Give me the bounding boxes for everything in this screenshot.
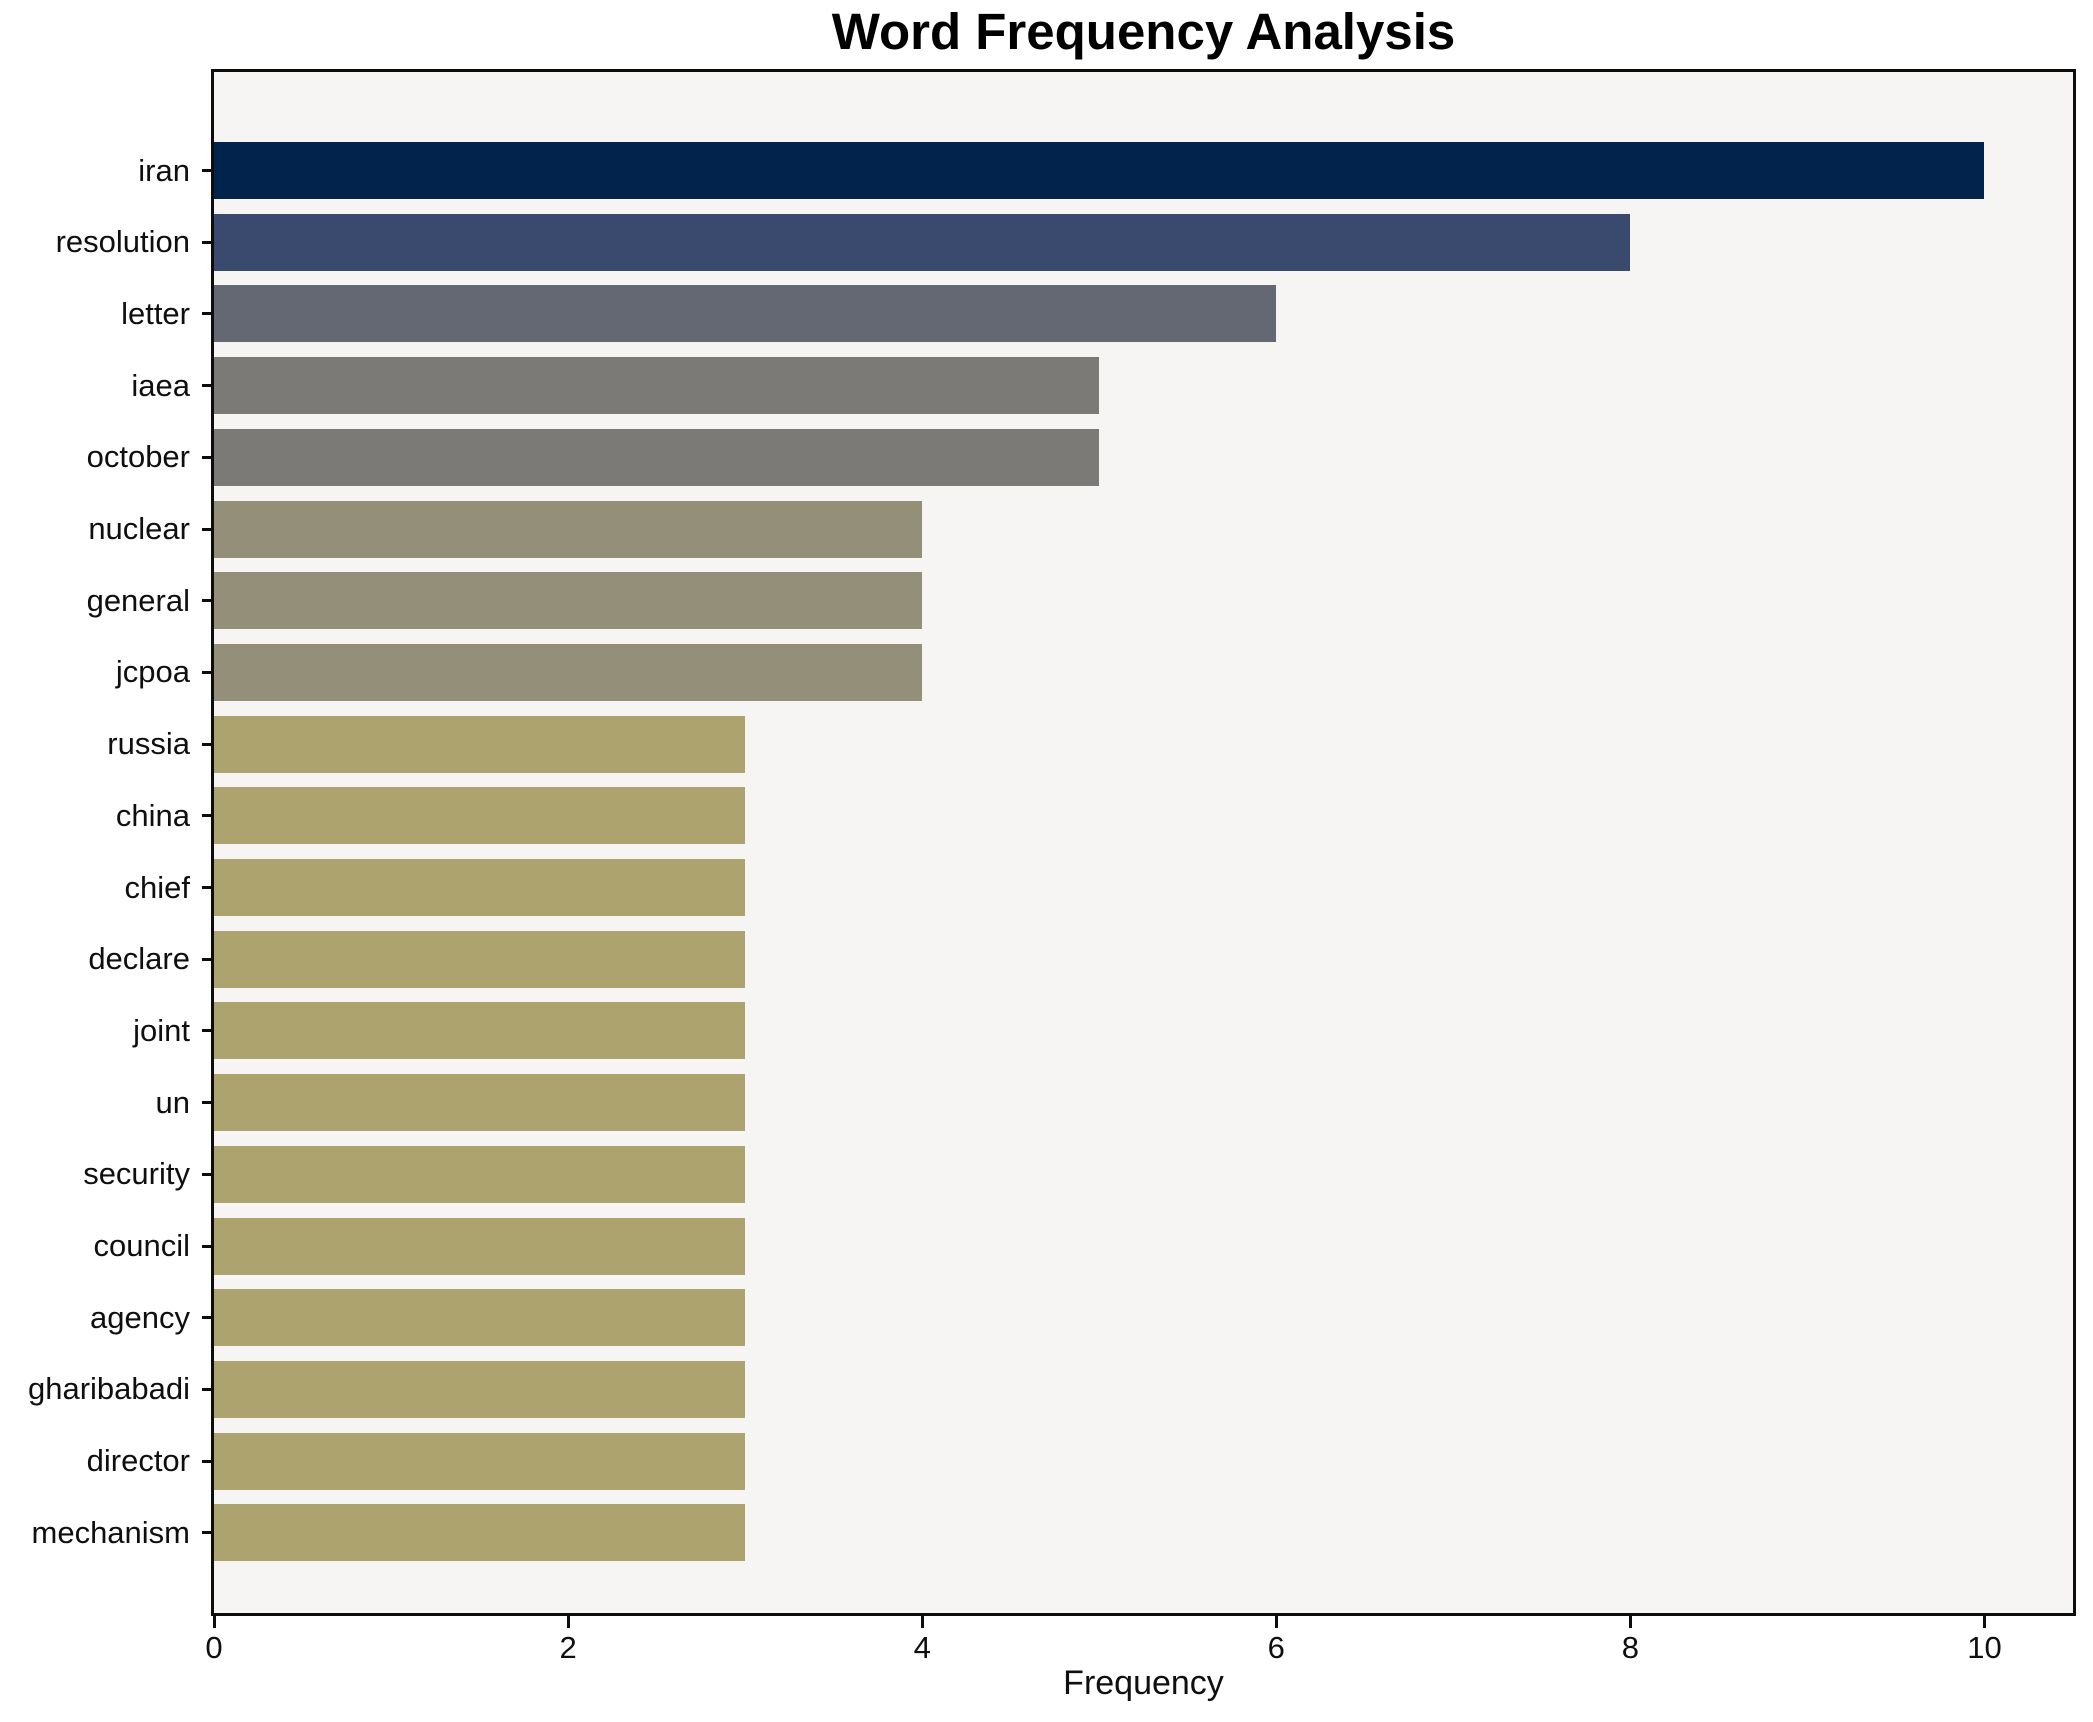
- bar-declare: [214, 930, 746, 988]
- y-tick-mark: [202, 169, 214, 172]
- x-tick-label-2: 2: [559, 1630, 577, 1665]
- bar-letter: [214, 285, 1277, 343]
- y-tick-mark: [202, 455, 214, 459]
- x-tick-label-8: 8: [1621, 1630, 1639, 1665]
- x-tick-mark: [566, 1616, 570, 1628]
- y-tick-label-security: security: [83, 1156, 190, 1192]
- y-tick-label-china: china: [115, 797, 190, 833]
- x-tick-mark: [920, 1616, 924, 1628]
- y-tick-label-iaea: iaea: [131, 367, 190, 403]
- bar-russia: [214, 715, 746, 773]
- chart-title: Word Frequency Analysis: [831, 3, 1456, 60]
- bar-nuclear: [214, 500, 923, 558]
- x-tick-mark: [1274, 1616, 1278, 1628]
- y-tick-label-declare: declare: [88, 941, 190, 977]
- y-tick-mark: [202, 599, 214, 603]
- y-tick-label-agency: agency: [90, 1299, 190, 1335]
- y-tick-mark: [202, 1316, 214, 1320]
- y-tick-label-iran: iran: [138, 152, 190, 188]
- bar-security: [214, 1145, 746, 1203]
- y-tick-mark: [202, 384, 214, 388]
- y-tick-mark: [202, 886, 214, 889]
- plot-area: [211, 69, 2076, 1616]
- bar-un: [214, 1074, 746, 1132]
- y-tick-label-letter: letter: [121, 295, 190, 331]
- y-tick-mark: [202, 1172, 214, 1176]
- bar-resolution: [214, 213, 1631, 271]
- y-tick-mark: [202, 1459, 214, 1463]
- y-tick-mark: [202, 957, 214, 961]
- y-tick-label-october: october: [86, 439, 190, 475]
- x-tick-label-10: 10: [1967, 1630, 2002, 1665]
- x-tick-label-4: 4: [913, 1630, 931, 1665]
- y-tick-mark: [202, 1244, 214, 1248]
- y-tick-label-director: director: [86, 1443, 190, 1479]
- bar-director: [214, 1432, 746, 1490]
- x-tick-mark: [1628, 1616, 1632, 1628]
- bar-agency: [214, 1289, 746, 1347]
- y-tick-label-gharibabadi: gharibabadi: [27, 1371, 190, 1407]
- y-tick-mark: [202, 240, 214, 244]
- y-tick-label-mechanism: mechanism: [31, 1514, 191, 1550]
- bar-china: [214, 787, 746, 845]
- bar-iran: [214, 142, 1985, 199]
- y-tick-label-russia: russia: [107, 726, 190, 762]
- y-tick-mark: [202, 1101, 214, 1105]
- y-tick-label-council: council: [93, 1228, 191, 1263]
- y-tick-label-nuclear: nuclear: [88, 511, 190, 546]
- x-tick-mark: [1982, 1616, 1986, 1628]
- bar-gharibabadi: [214, 1360, 746, 1418]
- y-tick-mark: [202, 742, 214, 746]
- bar-jcpoa: [214, 643, 923, 701]
- x-tick-label-6: 6: [1267, 1630, 1285, 1665]
- bar-iaea: [214, 357, 1100, 415]
- y-tick-mark: [202, 1387, 214, 1391]
- bar-joint: [214, 1002, 746, 1060]
- y-tick-mark: [202, 1531, 214, 1535]
- bar-council: [214, 1217, 746, 1275]
- bar-chief: [214, 859, 746, 916]
- y-tick-label-resolution: resolution: [55, 224, 190, 260]
- bar-mechanism: [214, 1504, 746, 1562]
- bars-container: [214, 72, 2073, 1613]
- y-tick-mark: [202, 527, 214, 531]
- x-tick-label-0: 0: [205, 1630, 223, 1665]
- x-axis-label: Frequency: [1063, 1664, 1224, 1702]
- y-tick-label-jcpoa: jcpoa: [115, 654, 190, 690]
- y-tick-label-joint: joint: [133, 1012, 190, 1048]
- y-tick-mark: [202, 670, 214, 674]
- bar-october: [214, 428, 1100, 486]
- bar-general: [214, 572, 923, 630]
- y-tick-label-un: un: [155, 1084, 190, 1120]
- y-tick-mark: [202, 312, 214, 316]
- x-tick-mark: [212, 1616, 216, 1628]
- y-tick-mark: [202, 1029, 214, 1033]
- y-tick-label-chief: chief: [124, 869, 190, 905]
- y-tick-mark: [202, 814, 214, 818]
- y-tick-label-general: general: [86, 582, 190, 618]
